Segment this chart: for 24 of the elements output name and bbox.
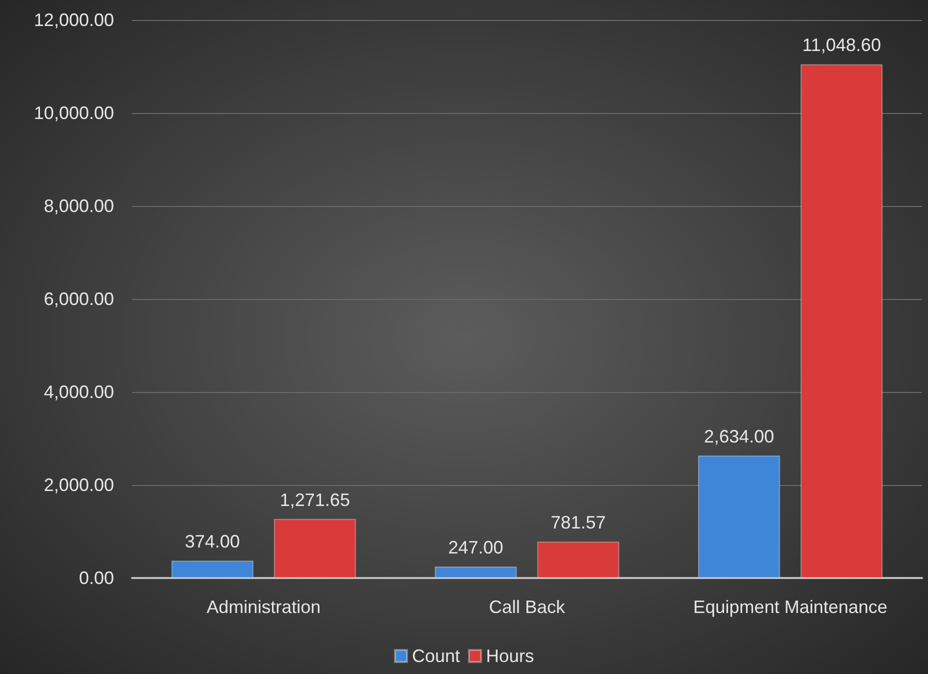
- y-tick-label: 0.00: [78, 568, 114, 588]
- y-tick-label: 4,000.00: [44, 382, 114, 402]
- x-tick-label: Equipment Maintenance: [693, 597, 888, 617]
- x-tick-label: Administration: [206, 597, 321, 617]
- y-tick-label: 10,000.00: [34, 103, 114, 123]
- bar: [800, 64, 883, 578]
- y-tick-label: 6,000.00: [44, 289, 114, 309]
- y-tick-label: 12,000.00: [34, 10, 114, 30]
- y-tick-label: 8,000.00: [44, 196, 114, 216]
- data-label: 374.00: [184, 532, 240, 552]
- data-label: 247.00: [448, 538, 504, 558]
- data-label: 781.57: [550, 512, 606, 533]
- data-label: 11,048.60: [802, 35, 881, 56]
- bar: [537, 542, 620, 578]
- data-label: 2,634.00: [704, 426, 774, 447]
- y-tick-label: 2,000.00: [44, 475, 114, 495]
- bar: [171, 560, 254, 578]
- bar: [274, 518, 356, 578]
- data-label: 1,271.65: [280, 490, 350, 510]
- legend-label: Count: [412, 646, 460, 666]
- bar: [434, 566, 517, 578]
- legend-label: Hours: [486, 646, 534, 666]
- bar: [698, 456, 780, 578]
- x-tick-label: Call Back: [488, 597, 566, 617]
